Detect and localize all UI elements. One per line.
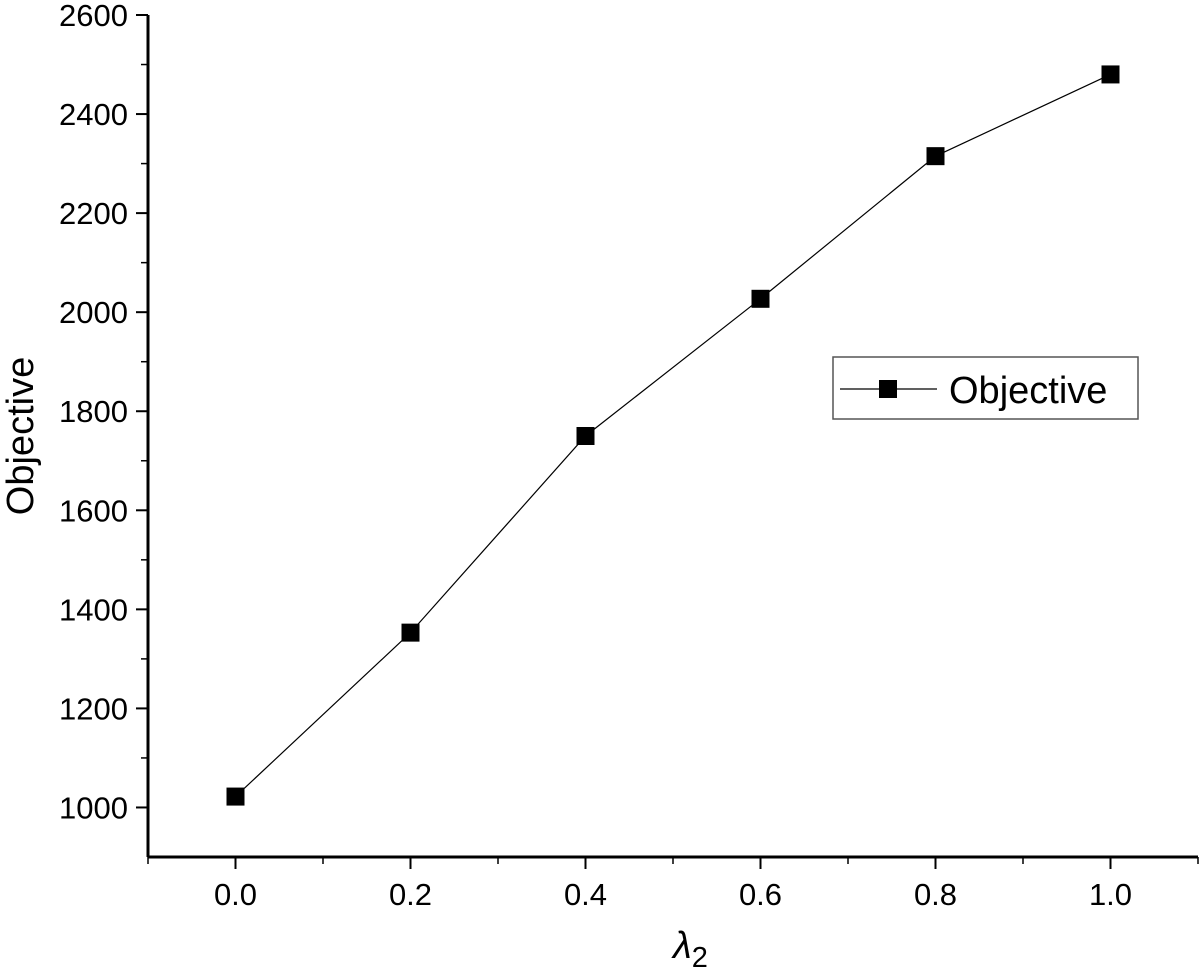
series-line [235,73,1111,798]
x-tick-label: 1.0 [1089,877,1132,912]
y-ticks [136,14,148,809]
y-tick-label: 2400 [59,97,128,132]
y-tick-label: 2200 [59,196,128,231]
y-tick-label: 2000 [59,295,128,330]
x-ticks [147,857,1199,869]
data-point-marker [226,787,245,806]
data-point-marker [926,147,945,166]
y-tick-label: 1800 [59,394,128,429]
data-point-marker [576,427,595,445]
y-tick-label: 1400 [59,592,128,627]
legend-marker-square [879,380,897,398]
x-axis-title-subscript: 2 [692,942,708,974]
x-tick-label: 0.6 [739,877,782,912]
x-tick-label: 0.2 [389,877,432,912]
series-objective [226,65,1120,806]
legend-label-objective: Objective [949,370,1107,412]
y-tick-label: 1000 [59,790,128,825]
data-point-marker [751,289,770,308]
y-tick-label: 2600 [59,0,128,33]
y-axis-title: Objective [0,357,42,515]
x-axis-title-symbol: λ [671,925,692,967]
x-tick-label: 0.8 [914,877,957,912]
x-tick-label: 0.4 [564,877,607,912]
x-tick-labels: 0.0 0.2 0.4 0.6 0.8 1.0 [214,877,1132,912]
x-axis-title: λ2 [671,925,708,974]
y-tick-label: 1600 [59,493,128,528]
data-point-marker [1101,65,1120,84]
y-tick-label: 1200 [59,691,128,726]
y-tick-labels: 1000 1200 1400 1600 1800 2000 2200 2400 2600 [59,0,128,825]
x-tick-label: 0.0 [214,877,257,912]
legend: Objective [832,356,1139,420]
data-point-marker [401,623,420,642]
